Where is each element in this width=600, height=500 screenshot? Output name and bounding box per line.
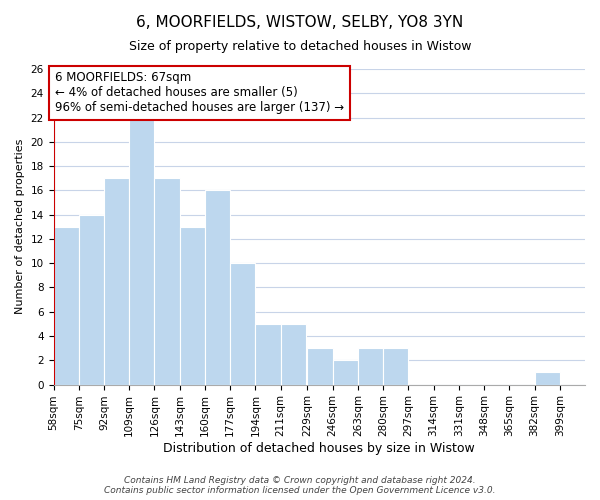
Bar bbox=[230, 263, 256, 384]
Bar bbox=[256, 324, 281, 384]
Bar bbox=[281, 324, 306, 384]
Bar bbox=[53, 227, 79, 384]
Bar bbox=[129, 118, 154, 384]
Bar bbox=[79, 214, 104, 384]
Bar bbox=[104, 178, 129, 384]
Bar bbox=[383, 348, 409, 385]
Bar bbox=[332, 360, 358, 384]
Text: Size of property relative to detached houses in Wistow: Size of property relative to detached ho… bbox=[129, 40, 471, 53]
Text: 6 MOORFIELDS: 67sqm
← 4% of detached houses are smaller (5)
96% of semi-detached: 6 MOORFIELDS: 67sqm ← 4% of detached hou… bbox=[55, 72, 344, 114]
Bar bbox=[535, 372, 560, 384]
Bar bbox=[180, 227, 205, 384]
Bar bbox=[358, 348, 383, 385]
Text: 6, MOORFIELDS, WISTOW, SELBY, YO8 3YN: 6, MOORFIELDS, WISTOW, SELBY, YO8 3YN bbox=[136, 15, 464, 30]
Y-axis label: Number of detached properties: Number of detached properties bbox=[15, 139, 25, 314]
Bar bbox=[307, 348, 332, 385]
X-axis label: Distribution of detached houses by size in Wistow: Distribution of detached houses by size … bbox=[163, 442, 475, 455]
Bar bbox=[205, 190, 230, 384]
Bar bbox=[154, 178, 180, 384]
Text: Contains HM Land Registry data © Crown copyright and database right 2024.
Contai: Contains HM Land Registry data © Crown c… bbox=[104, 476, 496, 495]
